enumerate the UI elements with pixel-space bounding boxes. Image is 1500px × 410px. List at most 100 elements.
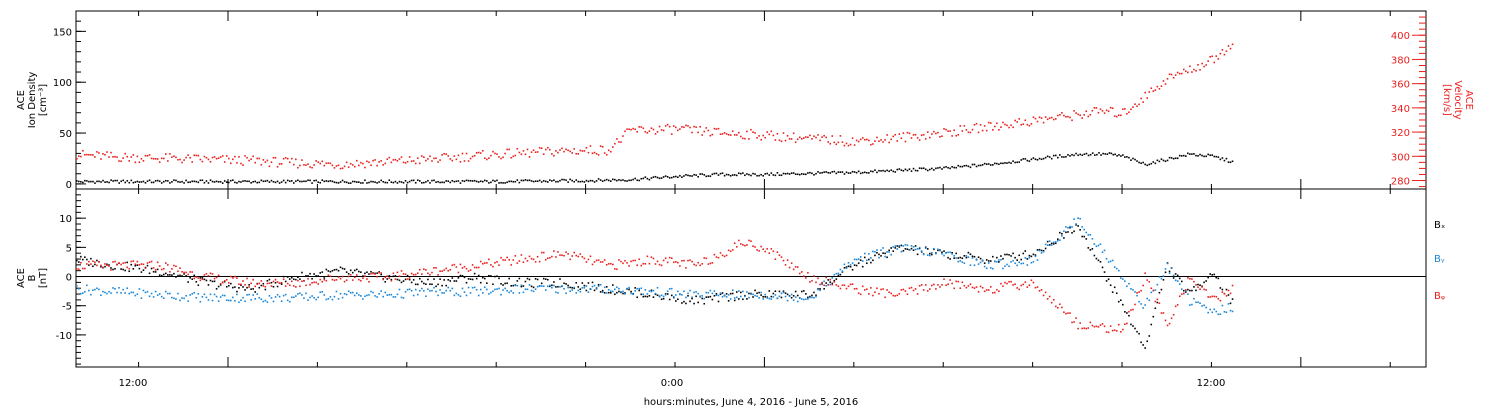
data-point	[664, 293, 667, 295]
data-point	[516, 280, 519, 282]
data-point	[486, 288, 488, 291]
data-point	[561, 147, 563, 150]
data-point	[1026, 264, 1029, 266]
data-point	[991, 267, 994, 270]
data-point	[959, 125, 962, 127]
data-point	[660, 129, 663, 131]
data-point	[989, 260, 992, 262]
data-point	[488, 274, 490, 277]
data-point	[1195, 284, 1197, 286]
data-point	[96, 264, 98, 267]
data-point	[252, 180, 254, 183]
data-point	[1002, 162, 1004, 165]
data-point	[386, 294, 389, 296]
data-point	[205, 180, 208, 182]
data-point	[1075, 223, 1077, 225]
data-point	[370, 270, 372, 273]
data-point	[416, 283, 419, 286]
data-point	[1162, 312, 1165, 314]
data-point	[943, 166, 945, 169]
data-point	[835, 272, 838, 275]
data-point	[171, 274, 173, 276]
data-point	[536, 180, 539, 183]
data-point	[244, 284, 246, 286]
data-point	[1006, 162, 1008, 164]
data-point	[969, 131, 972, 134]
data-point	[343, 268, 346, 270]
data-point	[735, 246, 738, 248]
data-point	[591, 285, 594, 288]
data-point	[402, 161, 405, 164]
data-point	[614, 293, 616, 296]
data-point	[794, 290, 797, 293]
data-point	[339, 181, 342, 183]
data-point	[1144, 304, 1146, 306]
data-point	[888, 170, 890, 173]
data-point	[829, 172, 832, 174]
data-point	[1036, 158, 1039, 161]
data-point	[827, 141, 829, 143]
data-point	[506, 282, 508, 285]
data-point	[729, 250, 732, 253]
data-point	[618, 179, 620, 181]
data-point	[427, 158, 429, 160]
data-point	[173, 179, 175, 181]
data-point	[752, 131, 754, 133]
data-point	[496, 261, 498, 263]
data-point	[902, 245, 905, 247]
data-point	[492, 283, 494, 286]
data-point	[1093, 325, 1096, 328]
data-point	[1168, 73, 1171, 76]
data-point	[1209, 273, 1211, 275]
data-point	[666, 290, 669, 293]
data-point	[650, 127, 653, 130]
data-point	[1085, 327, 1088, 330]
data-point	[792, 295, 795, 297]
data-point	[82, 292, 84, 294]
data-point	[1098, 152, 1100, 154]
data-point	[209, 161, 212, 163]
data-point	[98, 180, 100, 183]
data-point	[941, 135, 943, 138]
data-point	[1063, 156, 1065, 158]
data-point	[587, 291, 590, 293]
data-point	[1122, 328, 1124, 331]
data-point	[1046, 244, 1049, 246]
data-point	[1122, 154, 1124, 156]
data-point	[134, 181, 137, 183]
data-point	[843, 144, 846, 147]
data-point	[130, 260, 133, 263]
data-point	[918, 247, 921, 250]
data-point	[390, 181, 393, 183]
data-point	[236, 162, 238, 164]
data-point	[372, 159, 374, 162]
data-point	[811, 138, 813, 140]
data-point	[794, 141, 797, 144]
data-point	[827, 279, 829, 281]
data-point	[370, 272, 372, 275]
data-point	[177, 274, 179, 277]
data-point	[904, 243, 907, 246]
data-point	[112, 261, 114, 263]
data-point	[104, 265, 106, 268]
data-point	[902, 170, 905, 172]
data-point	[776, 297, 779, 300]
data-point	[1191, 71, 1193, 73]
data-point	[1111, 291, 1114, 293]
data-point	[774, 294, 777, 296]
data-point	[534, 278, 537, 280]
data-point	[526, 179, 529, 182]
data-point	[325, 180, 328, 182]
data-point	[90, 180, 92, 183]
data-point	[693, 302, 695, 305]
data-point	[120, 268, 122, 270]
data-point	[585, 147, 588, 149]
data-point	[232, 277, 234, 279]
data-point	[951, 166, 953, 168]
data-point	[971, 257, 974, 259]
data-point	[652, 296, 655, 298]
data-point	[737, 239, 740, 242]
data-point	[1044, 247, 1047, 250]
data-point	[96, 259, 98, 262]
data-point	[264, 299, 267, 302]
